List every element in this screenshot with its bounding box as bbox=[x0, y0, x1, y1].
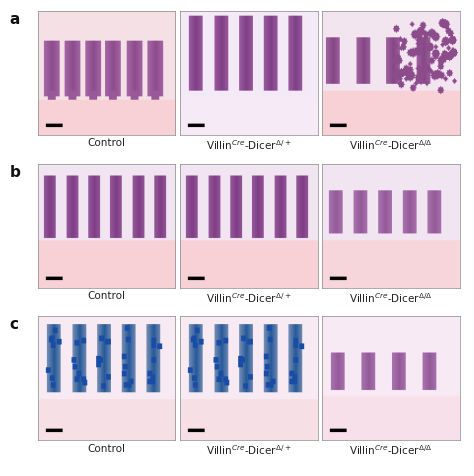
Text: b: b bbox=[9, 164, 20, 179]
Text: Villin$^{Cre}$-Dicer$^{Δ/Δ}$: Villin$^{Cre}$-Dicer$^{Δ/Δ}$ bbox=[349, 443, 433, 456]
Text: Villin$^{Cre}$-Dicer$^{Δ/Δ}$: Villin$^{Cre}$-Dicer$^{Δ/Δ}$ bbox=[349, 138, 433, 152]
Text: Villin$^{Cre}$-Dicer$^{Δ/Δ}$: Villin$^{Cre}$-Dicer$^{Δ/Δ}$ bbox=[349, 290, 433, 304]
Text: Villin$^{Cre}$-Dicer$^{Δ/+}$: Villin$^{Cre}$-Dicer$^{Δ/+}$ bbox=[206, 138, 292, 152]
Text: Control: Control bbox=[88, 290, 126, 300]
Text: Villin$^{Cre}$-Dicer$^{Δ/+}$: Villin$^{Cre}$-Dicer$^{Δ/+}$ bbox=[206, 290, 292, 304]
Text: Control: Control bbox=[88, 138, 126, 148]
Text: Control: Control bbox=[88, 443, 126, 453]
Text: a: a bbox=[9, 12, 20, 27]
Text: c: c bbox=[9, 317, 18, 331]
Text: Villin$^{Cre}$-Dicer$^{Δ/+}$: Villin$^{Cre}$-Dicer$^{Δ/+}$ bbox=[206, 443, 292, 456]
